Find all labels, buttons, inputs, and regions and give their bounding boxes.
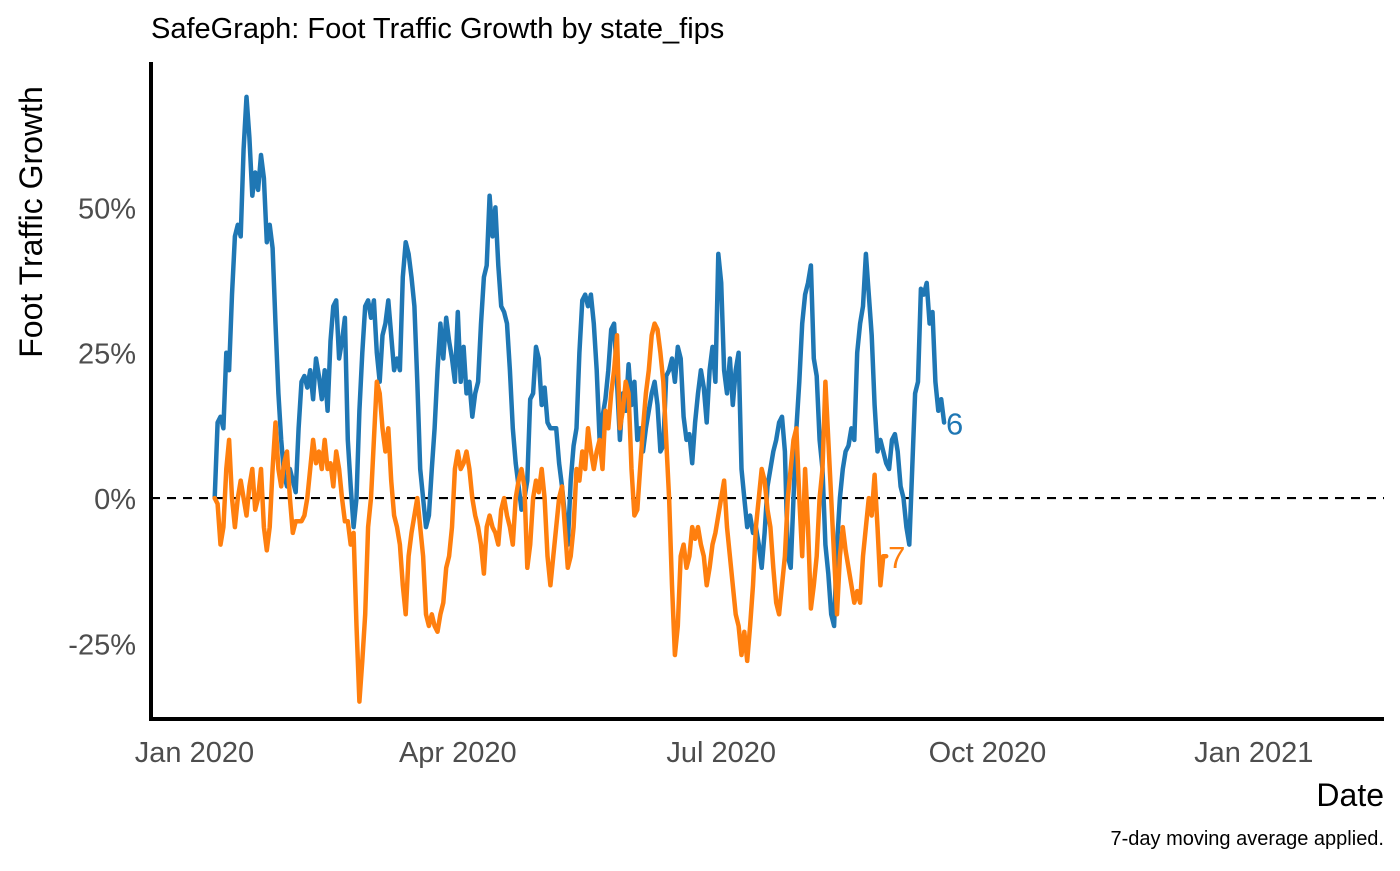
series-label-7: 7 [888,540,905,575]
y-tick-label: -25% [68,629,136,661]
y-axis-label: Foot Traffic Growth [13,86,49,358]
series-line-7 [212,321,889,704]
y-tick-label: 0% [94,484,136,516]
x-tick-label: Apr 2020 [399,737,517,769]
x-tick-label: Jan 2020 [135,737,254,769]
chart-caption: 7-day moving average applied. [1110,828,1384,850]
y-tick-label: 50% [78,193,136,225]
x-tick-label: Jan 2021 [1194,737,1313,769]
series-label-6: 6 [946,406,963,441]
chart-title: SafeGraph: Foot Traffic Growth by state_… [151,13,724,45]
y-tick-label: 25% [78,339,136,371]
x-tick-label: Jul 2020 [666,737,776,769]
x-tick-label: Oct 2020 [929,737,1047,769]
x-axis-label: Date [1316,777,1384,813]
